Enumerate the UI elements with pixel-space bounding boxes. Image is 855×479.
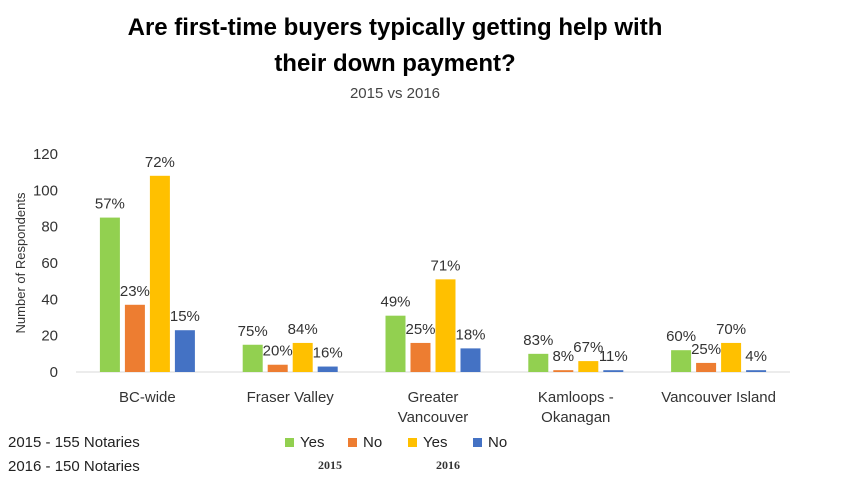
bar-2015-no [696, 362, 717, 372]
bar-2015-yes [385, 315, 406, 372]
bar-2016-yes [578, 361, 599, 372]
legend-label: Yes [300, 434, 325, 451]
data-label: 23% [120, 283, 150, 300]
data-label: 15% [170, 308, 200, 325]
y-axis-label: Number of Respondents [13, 192, 28, 333]
bar-2015-yes [242, 344, 263, 372]
bar-2015-no [267, 364, 288, 372]
x-tick-label: Okanagan [541, 409, 610, 426]
legend-label: Yes [423, 434, 448, 451]
y-tick-label: 0 [50, 364, 58, 381]
data-label: 4% [745, 348, 767, 365]
bar-2016-yes [292, 342, 313, 372]
legend-group-2015: 2015 [318, 458, 342, 472]
legend-label: No [363, 434, 383, 451]
legend-swatch [473, 438, 482, 447]
legend-label: No [488, 434, 508, 451]
legend: Yes No Yes No 2015 2016 [285, 434, 545, 474]
legend-swatch [285, 438, 294, 447]
legend-swatch [408, 438, 417, 447]
x-tick-label: Vancouver [398, 409, 469, 426]
bar-2015-yes [671, 350, 692, 372]
data-label: 70% [716, 321, 746, 338]
bar-2015-yes [528, 353, 549, 372]
chart-title: Are first-time buyers typically getting … [127, 14, 663, 77]
x-tick-label: BC-wide [119, 389, 176, 406]
data-label: 75% [238, 323, 268, 340]
data-label: 49% [380, 294, 410, 311]
bar-2015-no [410, 342, 431, 372]
data-label: 20% [263, 343, 293, 360]
y-tick-label: 100 [33, 182, 58, 199]
note-2015: 2015 - 155 Notaries [8, 434, 140, 451]
bar-2015-no [124, 304, 145, 372]
data-label: 67% [573, 339, 603, 356]
y-tick-label: 80 [41, 219, 58, 236]
bar-2016-no [603, 370, 624, 372]
legend-item-no-2016: No [473, 434, 507, 451]
legend-item-no-2015: No [348, 434, 382, 451]
data-label: 72% [145, 154, 175, 171]
legend-item-yes-2016: Yes [408, 434, 447, 451]
note-2016: 2016 - 150 Notaries [8, 458, 140, 475]
data-label: 11% [599, 348, 628, 365]
data-label: 8% [552, 348, 574, 365]
x-tick-label: Vancouver Island [661, 389, 776, 406]
y-tick-label: 120 [33, 146, 58, 163]
legend-group-2016: 2016 [436, 458, 460, 472]
legend-item-yes-2015: Yes [285, 434, 324, 451]
bar-2015-no [553, 370, 574, 372]
y-tick-label: 20 [41, 328, 58, 345]
bar-2016-yes [149, 175, 170, 372]
data-label: 83% [523, 332, 553, 349]
bar-2016-no [317, 366, 338, 372]
data-label: 18% [455, 326, 485, 343]
bar-2016-yes [435, 279, 456, 372]
data-label: 60% [666, 328, 696, 345]
chart-subtitle: 2015 vs 2016 [349, 85, 441, 102]
x-tick-label: Kamloops - [538, 389, 614, 406]
x-tick-label: Greater [408, 389, 459, 406]
bar-2015-yes [99, 217, 120, 372]
x-tick-label: Fraser Valley [247, 389, 335, 406]
y-tick-label: 40 [41, 291, 58, 308]
bar-chart: 0 20 40 60 80 100 120 Number of Respondents 57% 2… [13, 146, 790, 426]
bar-2016-no [174, 330, 195, 372]
data-label: 25% [691, 341, 721, 358]
legend-swatch [348, 438, 357, 447]
data-label: 25% [405, 321, 435, 338]
data-label: 57% [95, 196, 125, 213]
data-label: 84% [288, 321, 318, 338]
bar-2016-no [746, 370, 767, 372]
data-label: 71% [430, 257, 460, 274]
data-label: 16% [313, 345, 343, 362]
bar-2016-yes [721, 342, 742, 372]
bar-2016-no [460, 348, 481, 372]
y-tick-label: 60 [41, 255, 58, 272]
